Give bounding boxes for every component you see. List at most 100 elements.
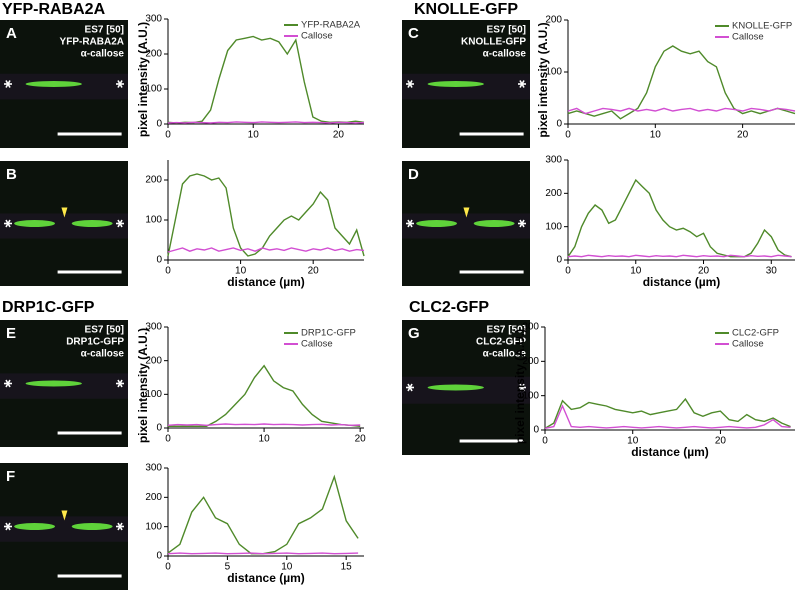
y-tick-label: 200 [145, 175, 162, 186]
series-line [167, 423, 361, 427]
x-tick-label: 0 [565, 130, 571, 141]
panel-caption: α-callose [483, 349, 527, 360]
x-tick-label: 10 [650, 130, 662, 141]
signal [25, 81, 82, 87]
y-tick-label: 200 [145, 49, 162, 60]
x-tick-label: 10 [281, 562, 293, 573]
x-tick-label: 0 [165, 434, 171, 445]
x-tick-label: 0 [542, 436, 548, 447]
legend-label: Callose [732, 32, 764, 43]
micrograph-band [0, 516, 128, 542]
asterisk-stroke [407, 219, 413, 228]
x-tick-label: 0 [565, 266, 571, 277]
asterisk [116, 379, 124, 388]
asterisk [518, 383, 526, 392]
section-title: YFP-RABA2A [2, 1, 106, 18]
asterisk-stroke [117, 522, 123, 531]
signal [71, 220, 113, 227]
y-tick-label: 200 [522, 356, 539, 367]
asterisk [518, 80, 526, 88]
legend-label: YFP-RABA2A [301, 20, 361, 31]
x-tick-label: 0 [165, 130, 171, 141]
signal [416, 220, 458, 227]
y-axis-label: pixel intensity (A.U.) [136, 22, 150, 137]
x-axis-label: distance (µm) [643, 275, 721, 289]
series-line [168, 364, 361, 427]
y-tick-label: 0 [156, 551, 162, 562]
y-tick-label: 300 [145, 463, 162, 474]
signal [25, 380, 82, 387]
asterisk [116, 219, 124, 228]
y-tick-label: 0 [156, 119, 162, 130]
asterisk [116, 80, 124, 88]
x-tick-label: 10 [248, 130, 260, 141]
series-line [167, 474, 359, 555]
y-tick-label: 300 [145, 14, 162, 25]
asterisk [4, 219, 12, 228]
asterisk-stroke [519, 219, 525, 228]
asterisk [4, 379, 12, 388]
asterisk [4, 80, 12, 88]
signal [14, 220, 56, 227]
panel-letter: G [408, 325, 420, 342]
y-tick-label: 300 [545, 155, 562, 166]
signal [71, 523, 113, 530]
section-title: CLC2-GFP [409, 299, 489, 316]
series-line [544, 397, 791, 429]
x-axis-label: distance (µm) [227, 275, 305, 289]
asterisk-stroke [407, 80, 413, 88]
asterisk-stroke [117, 379, 123, 388]
asterisk [406, 219, 414, 228]
panel-letter: F [6, 468, 15, 485]
y-tick-label: 100 [145, 84, 162, 95]
arrowhead [61, 207, 68, 218]
panel-caption: ES7 [50] [487, 325, 526, 336]
series-line [167, 121, 365, 124]
series-line [167, 247, 365, 253]
asterisk-stroke [117, 219, 123, 228]
panel-caption: YFP-RABA2A [60, 37, 124, 48]
asterisk [518, 219, 526, 228]
y-tick-label: 100 [522, 390, 539, 401]
x-tick-label: 5 [225, 562, 231, 573]
legend-label: Callose [301, 339, 333, 350]
series-line [167, 35, 365, 124]
asterisk [4, 522, 12, 531]
panel-caption: α-callose [81, 49, 125, 60]
asterisk-stroke [5, 379, 11, 388]
asterisk-stroke [117, 80, 123, 88]
x-tick-label: 20 [308, 266, 320, 277]
x-tick-label: 10 [259, 434, 271, 445]
x-tick-label: 20 [355, 434, 367, 445]
y-axis-label: pixel intensity (A.U.) [136, 328, 150, 443]
asterisk-stroke [5, 522, 11, 531]
x-axis-label: distance (µm) [227, 571, 305, 585]
series-line [167, 552, 359, 555]
panel-caption: α-callose [483, 49, 527, 60]
series-line [567, 107, 796, 115]
asterisk-stroke [519, 383, 525, 392]
section-title: KNOLLE-GFP [414, 1, 518, 18]
micrograph-band [0, 213, 128, 239]
y-tick-label: 200 [545, 15, 562, 26]
x-tick-label: 0 [165, 562, 171, 573]
x-tick-label: 20 [737, 130, 749, 141]
micrograph-band [402, 213, 530, 239]
y-tick-label: 100 [145, 389, 162, 400]
panel-caption: DRP1C-GFP [66, 337, 124, 348]
panel-letter: C [408, 25, 419, 42]
series-line [544, 404, 791, 429]
y-tick-label: 0 [556, 255, 562, 266]
panel-letter: E [6, 325, 16, 342]
legend-label: Callose [301, 31, 333, 42]
panel-caption: α-callose [81, 349, 125, 360]
panel-letter: D [408, 166, 419, 183]
y-tick-label: 200 [545, 188, 562, 199]
asterisk-stroke [519, 80, 525, 88]
y-tick-label: 200 [145, 355, 162, 366]
panel-caption: ES7 [50] [85, 325, 124, 336]
x-tick-label: 15 [341, 562, 353, 573]
y-tick-label: 300 [522, 322, 539, 333]
asterisk [406, 80, 414, 88]
panel-caption: ES7 [50] [487, 25, 526, 36]
